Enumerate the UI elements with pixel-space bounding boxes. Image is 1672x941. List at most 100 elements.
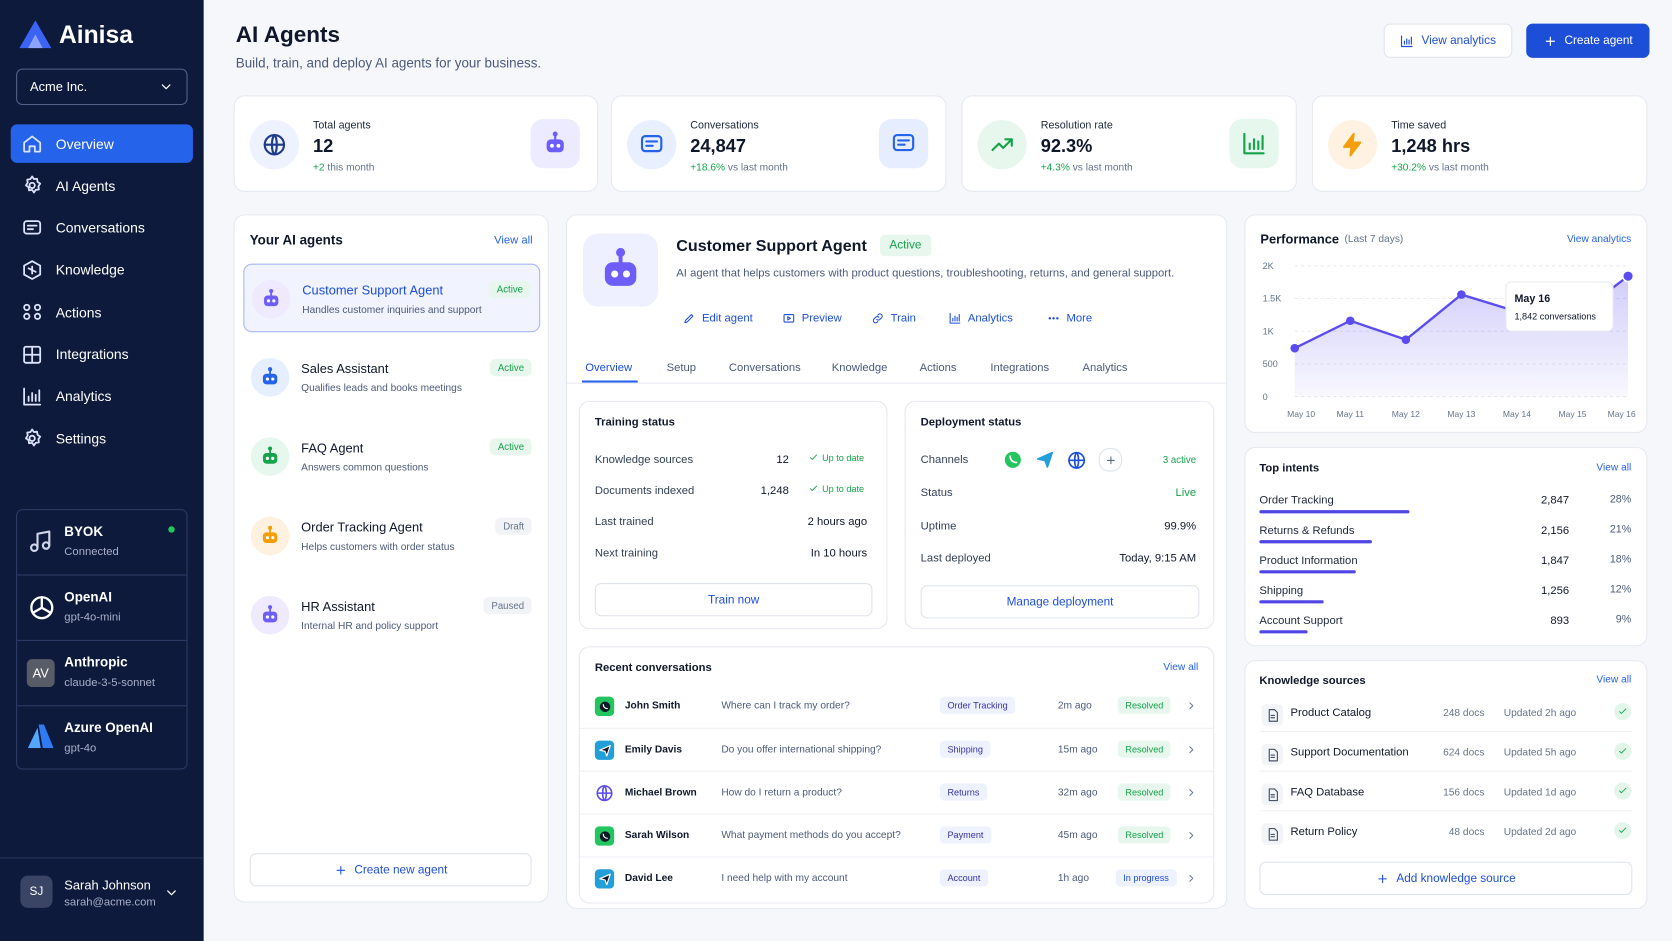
icon-part (991, 138, 1013, 152)
intent-name: Product Information (1259, 554, 1358, 567)
nav-item[interactable]: Knowledge (11, 251, 193, 290)
tab[interactable]: Integrations (990, 361, 1050, 375)
agent-item[interactable]: HR Assistant Internal HR and policy suppo… (243, 581, 540, 650)
agent-action[interactable]: Analytics (949, 312, 1013, 325)
knowledge-row[interactable]: Product Catalog 248 docs Updated 2h ago (1259, 692, 1633, 733)
nav-icon (21, 301, 42, 322)
conversation-row[interactable]: John Smith Where can I track my order? Ord… (580, 685, 1213, 728)
view-all-link[interactable]: View all (1163, 661, 1199, 674)
nav-item[interactable]: AI Agents (11, 166, 193, 205)
icon-part (552, 131, 558, 137)
intent-bar (1259, 630, 1308, 633)
conversation-row[interactable]: David Lee I need help with my account Acco… (579, 856, 1214, 899)
nav-item[interactable]: Overview (10, 124, 193, 163)
state: Up to date (808, 452, 864, 463)
icon-part (28, 434, 36, 443)
nav-item[interactable]: Settings (11, 419, 193, 458)
time: 32m ago (1057, 786, 1098, 799)
provider-item[interactable]: AV Anthropic claude-3-5-sonnet (17, 641, 187, 707)
icon-part (264, 295, 279, 307)
view-analytics-link[interactable]: View analytics (1566, 233, 1632, 246)
train-button[interactable]: Train now (594, 583, 873, 617)
conversation-row[interactable]: Michael Brown How do I return a product? R… (579, 770, 1214, 814)
change-value: +30.2% (1391, 161, 1427, 174)
point (1621, 269, 1635, 283)
icon-part (1269, 793, 1275, 798)
nav-icon (21, 175, 42, 196)
tab[interactable]: Conversations (728, 361, 801, 375)
agent-action[interactable]: Train (871, 312, 916, 325)
icon-part (1545, 36, 1555, 46)
agent-action[interactable]: Preview (782, 312, 842, 325)
provider-item[interactable]: OpenAI gpt-4o-mini (17, 576, 187, 641)
view-all-link[interactable]: View all (1596, 461, 1632, 474)
tab[interactable]: Overview (585, 361, 633, 375)
change-note: vs last month (1072, 161, 1133, 174)
agent-item[interactable]: FAQ Agent Answers common questions Active (243, 422, 540, 491)
provider-icon (30, 530, 51, 552)
nav-item[interactable]: Integrations (11, 335, 193, 374)
performance-card: Performance (Last 7 days) View analytics 0 5… (1244, 214, 1648, 434)
button-icon (1543, 34, 1557, 48)
manage-deployment-button[interactable]: Manage deployment (920, 585, 1200, 619)
view-analytics-button[interactable]: View analytics (1383, 23, 1513, 58)
workspace-select[interactable]: Acme Inc. (16, 68, 188, 106)
source-name: Return Policy (1290, 825, 1358, 839)
nav-icon-svg (23, 304, 42, 321)
time: 45m ago (1057, 829, 1098, 842)
nav-label: AI Agents (55, 177, 116, 194)
stat-icon-svg (1342, 132, 1362, 157)
icon-part (41, 541, 51, 550)
create-agent-link[interactable]: Create new agent (249, 853, 532, 887)
add-channel[interactable] (1098, 448, 1123, 472)
point (1457, 290, 1466, 299)
provider-item[interactable]: BYOK Connected (17, 510, 187, 576)
knowledge-row[interactable]: Support Documentation 624 docs Updated 5h … (1259, 732, 1633, 772)
icon-part (23, 260, 42, 280)
change-note: this month (327, 161, 375, 174)
icon-part (23, 219, 42, 235)
create-agent-button[interactable]: Create agent (1526, 23, 1650, 58)
icon-part (27, 34, 43, 49)
knowledge-row[interactable]: FAQ Database 156 docs Updated 1d ago (1259, 772, 1633, 812)
view-all-link[interactable]: View all (494, 233, 533, 247)
action-icon-svg (1048, 317, 1059, 320)
point (1346, 316, 1355, 326)
icon-part (262, 611, 278, 623)
icon-part (1106, 455, 1115, 464)
tab[interactable]: Analytics (1082, 361, 1128, 375)
stat-value: 1,248 hrs (1391, 136, 1471, 157)
user-menu[interactable]: SJ Sarah Johnson sarah@acme.com (0, 859, 204, 941)
tooltip-box (1505, 281, 1614, 332)
conversation-row[interactable]: Emily Davis Do you offer international sh… (579, 727, 1214, 771)
top-intents-card: Top intents View all Order Tracking 2,847 28… (1244, 446, 1648, 647)
add-knowledge-button[interactable]: Add knowledge source (1259, 861, 1633, 895)
message: I need help with my account (721, 872, 848, 885)
provider-item[interactable]: Azure OpenAI gpt-4o (17, 706, 186, 770)
tab[interactable]: Setup (666, 361, 697, 375)
tab[interactable]: Knowledge (831, 361, 888, 375)
agent-action[interactable]: More (1047, 312, 1092, 325)
stat-change: +4.3% vs last month (1041, 162, 1133, 174)
time: 2m ago (1057, 699, 1092, 712)
agent-action[interactable]: Edit agent (683, 312, 753, 325)
view-all-link[interactable]: View all (1596, 674, 1632, 686)
message: Where can I track my order? (721, 699, 850, 712)
icon-part (25, 175, 42, 194)
icon-part (23, 135, 42, 153)
card-title: Recent conversations (594, 661, 712, 675)
channels (1002, 448, 1123, 472)
conversation-row[interactable]: Sarah Wilson What payment methods do you … (579, 813, 1214, 856)
nav-item[interactable]: Actions (11, 293, 193, 332)
nav-item[interactable]: Analytics (11, 377, 193, 416)
stat-icon-svg (991, 138, 1013, 152)
knowledge-row[interactable]: Return Policy 48 docs Updated 2d ago (1259, 811, 1632, 851)
agent-item[interactable]: Customer Support Agent Handles customer i… (243, 263, 541, 333)
tab[interactable]: Actions (919, 361, 957, 375)
nav-icon (21, 133, 42, 154)
y-tick-label: 1.5K (1263, 294, 1282, 304)
nav-item[interactable]: Conversations (11, 209, 193, 248)
agent-item[interactable]: Sales Assistant Qualifies leads and books… (243, 343, 540, 412)
agent-item[interactable]: Order Tracking Agent Helps customers with… (243, 502, 540, 571)
icon-part (611, 270, 619, 278)
